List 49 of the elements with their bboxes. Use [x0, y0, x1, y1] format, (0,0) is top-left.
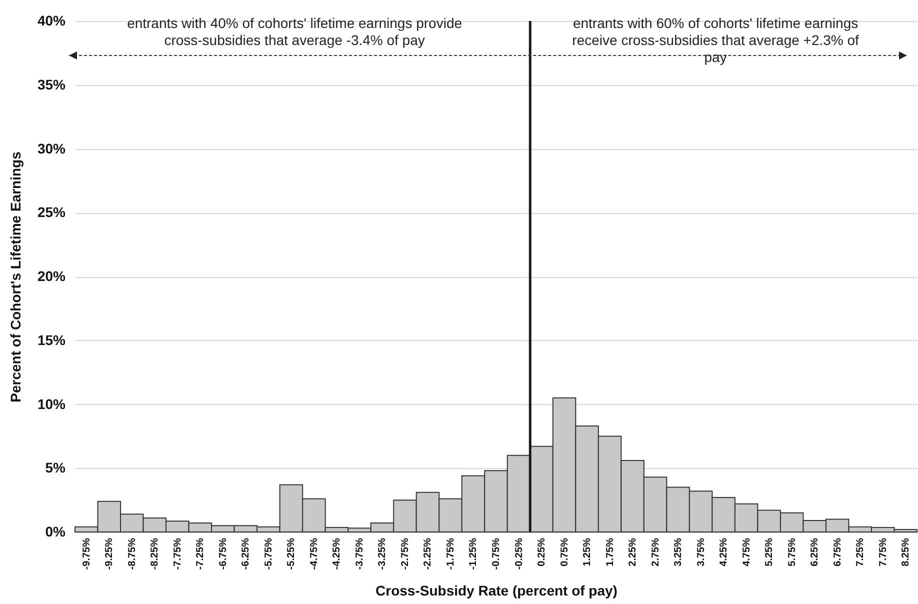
x-tick-label: -5.25% — [286, 538, 298, 570]
x-tick-label: -8.25% — [150, 538, 161, 570]
y-axis-title: Percent of Cohort's Lifetime Earnings — [7, 151, 24, 402]
y-tick-label: 35% — [37, 76, 66, 92]
x-tick-label: -1.75% — [445, 538, 456, 570]
x-tick-label: 5.75% — [786, 538, 798, 566]
x-tick-label: 0.25% — [536, 538, 548, 566]
x-tick-label: 7.75% — [878, 538, 889, 566]
x-tick-label: -4.75% — [308, 538, 320, 570]
x-tick-label: -0.25% — [514, 538, 525, 570]
x-tick-label: 4.25% — [718, 538, 730, 566]
y-tick-label: 15% — [37, 332, 66, 348]
x-tick-label: 3.25% — [673, 538, 684, 566]
x-tick-label: -1.25% — [468, 538, 480, 570]
y-tick-label: 10% — [37, 396, 66, 412]
x-tick-label: 1.25% — [582, 538, 594, 566]
x-tick-label: -4.25% — [332, 538, 343, 570]
x-axis-title: Cross-Subsidy Rate (percent of pay) — [376, 582, 618, 598]
x-tick-label: -8.75% — [126, 538, 138, 570]
x-tick-label: 5.25% — [764, 538, 776, 566]
y-tick-label: 20% — [37, 268, 66, 284]
x-tick-label: 0.75% — [559, 538, 570, 566]
x-tick-label: -7.75% — [172, 538, 184, 570]
x-tick-label: -0.75% — [491, 538, 502, 570]
y-tick-label: 0% — [45, 524, 66, 540]
x-tick-label: 2.25% — [628, 538, 639, 566]
y-tick-label: 30% — [37, 140, 66, 156]
x-tick-label: 6.75% — [832, 538, 844, 566]
x-tick-label: 6.25% — [810, 538, 821, 566]
x-tick-label: -6.25% — [240, 538, 252, 570]
x-tick-label: -5.75% — [263, 538, 274, 570]
x-tick-label: -2.25% — [422, 538, 434, 570]
annotation: entrants with 40% of cohorts' lifetime earnings provide cross-subsidies that average -3.4% of pay — [126, 15, 464, 49]
x-tick-label: -3.25% — [377, 538, 388, 570]
y-tick-label: 25% — [37, 204, 66, 220]
x-tick-label: -3.75% — [354, 538, 366, 570]
x-tick-label: -9.25% — [104, 538, 116, 570]
x-tick-label: -7.25% — [195, 538, 206, 570]
x-tick-label: 8.25% — [900, 538, 912, 566]
x-tick-label: -2.75% — [400, 538, 411, 570]
x-tick-label: -6.75% — [218, 538, 229, 570]
y-tick-label: 5% — [45, 460, 66, 476]
x-tick-label: 2.75% — [650, 538, 662, 566]
x-tick-label: -9.75% — [81, 538, 92, 570]
x-tick-label: 4.75% — [741, 538, 752, 566]
x-tick-label: 1.75% — [604, 538, 616, 566]
x-tick-label: 7.25% — [855, 538, 866, 566]
y-tick-label: 40% — [37, 12, 66, 28]
x-tick-label: 3.75% — [696, 538, 707, 566]
